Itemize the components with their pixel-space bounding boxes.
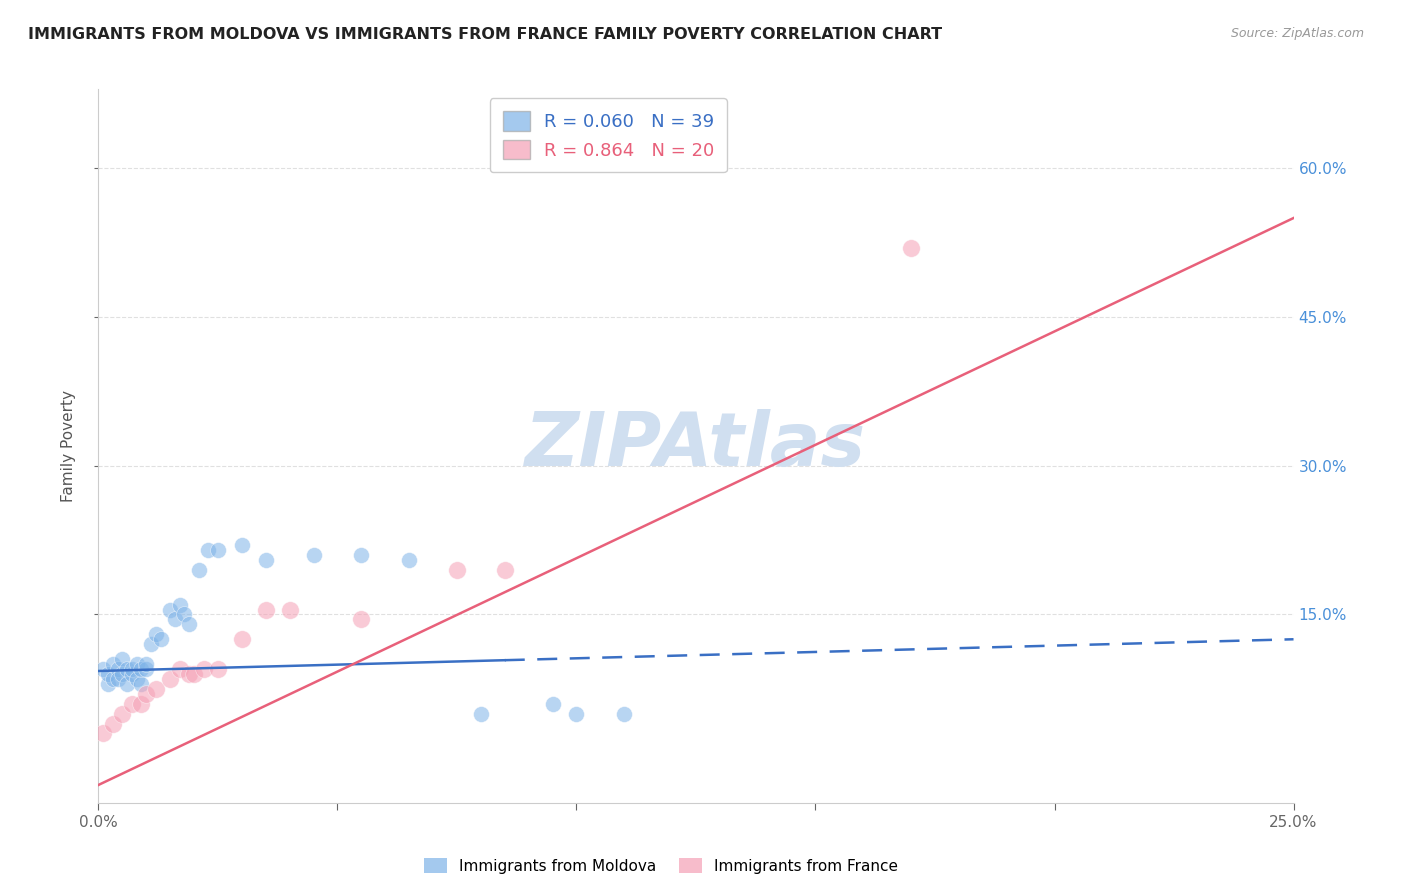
Point bbox=[111, 706, 134, 721]
Point bbox=[900, 241, 922, 255]
Point bbox=[145, 681, 167, 696]
Y-axis label: Family Poverty: Family Poverty bbox=[60, 390, 76, 502]
Point bbox=[183, 667, 205, 681]
Point bbox=[135, 657, 157, 671]
Point bbox=[197, 543, 219, 558]
Point bbox=[121, 662, 143, 676]
Point bbox=[131, 697, 153, 711]
Point bbox=[187, 563, 209, 577]
Point bbox=[135, 687, 157, 701]
Point bbox=[97, 667, 120, 681]
Point bbox=[179, 617, 201, 632]
Point bbox=[254, 602, 277, 616]
Point bbox=[179, 667, 201, 681]
Text: IMMIGRANTS FROM MOLDOVA VS IMMIGRANTS FROM FRANCE FAMILY POVERTY CORRELATION CHA: IMMIGRANTS FROM MOLDOVA VS IMMIGRANTS FR… bbox=[28, 27, 942, 42]
Point bbox=[446, 563, 468, 577]
Point bbox=[207, 662, 229, 676]
Point bbox=[302, 548, 325, 562]
Point bbox=[169, 662, 191, 676]
Point bbox=[131, 677, 153, 691]
Point bbox=[125, 672, 148, 686]
Point bbox=[350, 612, 373, 626]
Point bbox=[101, 657, 124, 671]
Point bbox=[565, 706, 588, 721]
Point bbox=[111, 652, 134, 666]
Point bbox=[159, 602, 181, 616]
Point bbox=[101, 716, 124, 731]
Point bbox=[149, 632, 172, 647]
Point bbox=[139, 637, 162, 651]
Point bbox=[350, 548, 373, 562]
Point bbox=[207, 543, 229, 558]
Point bbox=[613, 706, 636, 721]
Point bbox=[131, 662, 153, 676]
Point bbox=[145, 627, 167, 641]
Point bbox=[111, 667, 134, 681]
Point bbox=[254, 553, 277, 567]
Legend: R = 0.060   N = 39, R = 0.864   N = 20: R = 0.060 N = 39, R = 0.864 N = 20 bbox=[489, 98, 727, 172]
Point bbox=[107, 672, 129, 686]
Point bbox=[97, 677, 120, 691]
Point bbox=[115, 677, 138, 691]
Point bbox=[121, 667, 143, 681]
Point bbox=[231, 538, 253, 552]
Point bbox=[107, 662, 129, 676]
Point bbox=[193, 662, 215, 676]
Point bbox=[101, 672, 124, 686]
Point bbox=[115, 662, 138, 676]
Point bbox=[173, 607, 195, 622]
Point bbox=[470, 706, 492, 721]
Text: ZIPAtlas: ZIPAtlas bbox=[526, 409, 866, 483]
Point bbox=[125, 657, 148, 671]
Point bbox=[541, 697, 564, 711]
Point bbox=[121, 697, 143, 711]
Point bbox=[91, 726, 114, 740]
Point bbox=[494, 563, 516, 577]
Point bbox=[135, 662, 157, 676]
Point bbox=[278, 602, 301, 616]
Point bbox=[91, 662, 114, 676]
Point bbox=[163, 612, 186, 626]
Point bbox=[398, 553, 420, 567]
Legend: Immigrants from Moldova, Immigrants from France: Immigrants from Moldova, Immigrants from… bbox=[418, 852, 904, 880]
Text: Source: ZipAtlas.com: Source: ZipAtlas.com bbox=[1230, 27, 1364, 40]
Point bbox=[169, 598, 191, 612]
Point bbox=[159, 672, 181, 686]
Point bbox=[231, 632, 253, 647]
